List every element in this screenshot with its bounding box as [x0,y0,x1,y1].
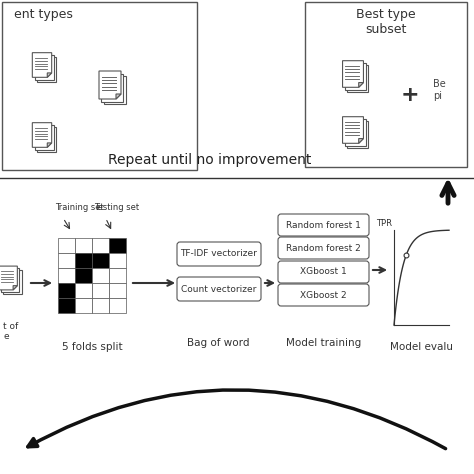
Bar [109,238,126,253]
Bar [92,298,109,313]
Text: Be
pi: Be pi [433,79,446,101]
Polygon shape [13,286,18,290]
Text: Repeat until no improvement: Repeat until no improvement [109,153,312,167]
Bar [104,76,126,104]
Bar [347,65,368,92]
FancyBboxPatch shape [177,277,261,301]
Bar [58,238,75,253]
Polygon shape [359,138,364,143]
Text: Model evalu: Model evalu [390,342,453,352]
Bar [92,283,109,298]
Bar [109,298,126,313]
Text: Random forest 2: Random forest 2 [286,244,361,253]
FancyBboxPatch shape [278,214,369,236]
Polygon shape [47,73,52,77]
Bar [347,121,368,148]
Polygon shape [32,123,52,147]
Bar [75,238,92,253]
Bar [75,298,92,313]
Bar [35,125,54,149]
Polygon shape [359,82,364,87]
Bar [305,2,467,167]
Text: Bag of word: Bag of word [187,338,249,348]
FancyBboxPatch shape [278,237,369,259]
Polygon shape [343,61,364,87]
Bar [345,63,366,90]
Bar [75,253,92,268]
Text: Random forest 1: Random forest 1 [286,220,361,229]
Bar [109,253,126,268]
Bar [58,283,75,298]
Text: Model training: Model training [286,338,361,348]
Bar [75,268,92,283]
Bar [58,268,75,283]
Bar [345,119,366,146]
FancyBboxPatch shape [177,242,261,266]
Bar [109,283,126,298]
Bar [1,268,19,292]
FancyBboxPatch shape [278,284,369,306]
Text: +: + [401,85,419,105]
Text: 5 folds split: 5 folds split [62,342,122,352]
Bar [101,73,124,101]
Polygon shape [99,71,121,99]
Bar [36,127,56,152]
Bar [92,268,109,283]
Text: XGboost 2: XGboost 2 [300,291,347,300]
Bar [92,238,109,253]
Text: Testing set: Testing set [94,203,139,212]
Bar [36,57,56,82]
Bar [58,298,75,313]
Polygon shape [343,117,364,143]
Polygon shape [0,266,18,290]
Polygon shape [47,143,52,147]
Bar [75,283,92,298]
Bar [109,268,126,283]
Bar [92,253,109,268]
Bar [2,2,197,170]
Text: Training set: Training set [55,203,104,212]
Text: ent types: ent types [14,8,73,21]
Bar [58,253,75,268]
Polygon shape [32,53,52,77]
Text: t of
e: t of e [3,322,18,341]
Text: TPR: TPR [376,219,392,228]
Text: Best type
subset: Best type subset [356,8,416,36]
Text: Count vectorizer: Count vectorizer [182,284,257,293]
Bar [3,270,22,294]
Bar [35,55,54,80]
Polygon shape [116,94,121,99]
FancyBboxPatch shape [278,261,369,283]
Text: TF-IDF vectorizer: TF-IDF vectorizer [181,249,257,258]
Text: XGboost 1: XGboost 1 [300,267,347,276]
